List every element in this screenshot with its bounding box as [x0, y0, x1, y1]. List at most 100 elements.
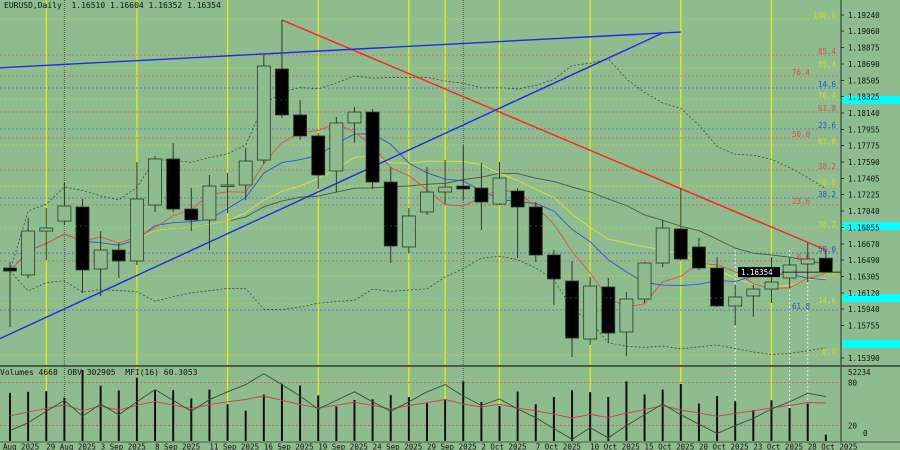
fib-level-label: 50.0: [818, 245, 837, 254]
fib-level-label: 100.0: [813, 11, 836, 20]
bull-candle-body: [93, 249, 108, 270]
bear-candle-body: [673, 228, 688, 260]
candle: [492, 161, 507, 206]
bull-candle-body: [438, 186, 453, 193]
date-axis-label: 3 Sep 2025: [101, 443, 146, 450]
price-tick-label: 1.18875: [848, 44, 880, 53]
price-tick-label: 1.18325: [848, 93, 880, 102]
fib-level-label: 85.4: [818, 47, 837, 56]
high-value: 1.16604: [109, 1, 144, 10]
bear-candle-body: [365, 111, 380, 183]
indicator-header: Volumes 4668 OBV 302905 MFI(16) 60.3053: [0, 368, 198, 377]
mfi-line: [9, 373, 826, 440]
candle: [583, 277, 598, 345]
close-value: 1.16354: [187, 1, 221, 10]
symbol-label: EURUSD,Daily: [4, 1, 62, 10]
date-axis-label: 2 Oct 2025: [481, 443, 526, 450]
bear-candle-body: [601, 286, 616, 334]
candle: [21, 218, 36, 278]
date-axis-label: 20 Oct 2025: [699, 443, 749, 450]
fib-level-label: 14.6: [818, 80, 837, 89]
fib-level-label: 0.0: [822, 347, 836, 356]
candle: [782, 258, 797, 288]
candle: [438, 160, 453, 205]
candle: [75, 198, 90, 294]
date-axis-label: 10 Oct 2025: [590, 443, 640, 450]
fib-level-label: 50.0: [818, 178, 837, 187]
bull-candle-body: [420, 191, 434, 213]
fib-level-label: 61.8: [792, 302, 811, 311]
bull-candle-body: [202, 185, 217, 221]
bear-candle-body: [565, 280, 579, 339]
bull-candle-body: [256, 65, 271, 161]
candle: [3, 262, 17, 327]
price-tick-label: 1.17040: [848, 207, 880, 216]
bear-candle-body: [383, 181, 398, 247]
date-axis-label: 8 Sep 2025: [155, 443, 200, 450]
candle: [347, 107, 362, 144]
fib-level-label: 50.0: [792, 130, 811, 139]
bear-candle-body: [311, 135, 326, 176]
date-axis-label: 29 Sep 2025: [427, 443, 477, 450]
price-tick-label: 1.17405: [848, 174, 880, 183]
candle: [57, 183, 72, 225]
price-tick-label: 1.15755: [848, 321, 880, 330]
bull-candle-body: [148, 158, 162, 206]
bollinger-lower-line: [9, 255, 826, 355]
price-tick-label: 1.16305: [848, 272, 880, 281]
obv-line: [9, 395, 826, 419]
fib-level-label: 23.6: [792, 197, 811, 206]
candle: [329, 117, 344, 193]
date-axis-label: 7 Oct 2025: [536, 443, 581, 450]
fib-level-label: 38.2: [818, 162, 836, 171]
candle: [184, 188, 199, 232]
bear-candle-body: [75, 206, 90, 271]
bull-candle-body: [728, 296, 743, 307]
bull-candle-body: [347, 111, 362, 124]
price-tick-label: 1.16120: [848, 289, 880, 298]
price-tick-label: 1.15940: [848, 305, 880, 314]
ma-13-line: [9, 155, 826, 288]
candle: [166, 143, 181, 212]
volumes-label: Volumes 4668: [0, 368, 58, 377]
candle: [401, 208, 416, 254]
candle: [728, 285, 743, 326]
highlight-level-label: [842, 340, 900, 349]
candle: [764, 256, 779, 304]
price-tick-label: 1.15390: [848, 354, 880, 363]
candle: [800, 242, 815, 283]
bull-candle-body: [782, 264, 797, 279]
bear-candle-body: [111, 249, 126, 262]
candle: [202, 175, 217, 251]
bear-candle-body: [166, 158, 181, 210]
bull-candle-body: [637, 262, 652, 300]
fib-level-label: 23.6: [818, 268, 837, 277]
candle: [692, 237, 706, 270]
price-tick-label: 1.17955: [848, 125, 880, 134]
candle: [39, 208, 54, 260]
bear-candle-body: [293, 114, 307, 137]
candle: [220, 173, 235, 214]
price-tick-label: 1.16670: [848, 240, 880, 249]
bear-candle-body: [474, 187, 489, 203]
date-axis-label: 23 Oct 2025: [753, 443, 803, 450]
price-tick-label: 1.17590: [848, 158, 880, 167]
bull-candle-body: [130, 198, 144, 262]
bull-candle-body: [746, 288, 761, 297]
highlight-level-label: [842, 293, 900, 302]
bear-candle-body: [184, 208, 199, 221]
mfi-axis-label: 80: [848, 378, 858, 387]
candle: [238, 148, 253, 201]
bull-candle-body: [492, 177, 507, 205]
candle: [547, 250, 561, 305]
price-tick-label: 1.18690: [848, 60, 880, 69]
bear-candle-body: [710, 267, 724, 307]
candle: [420, 166, 434, 216]
price-tick-label: 1.18140: [848, 109, 880, 118]
candle: [510, 188, 525, 259]
mfi-label: MFI(16) 60.3053: [125, 368, 198, 377]
candle: [710, 256, 724, 308]
date-axis-label: 11 Sep 2025: [209, 443, 259, 450]
